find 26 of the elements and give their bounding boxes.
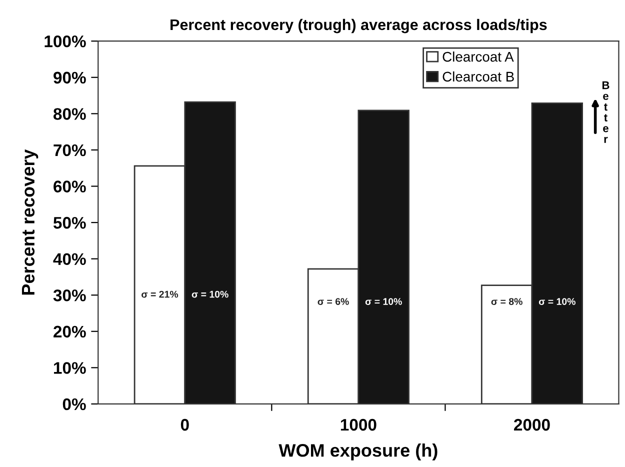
y-tick-label: 0% [62,398,86,410]
y-tick-label: 10% [54,362,86,374]
x-tick-label: 2000 [514,418,550,431]
y-tick-label: 60% [54,180,86,192]
y-tick-label: 100% [44,35,86,48]
y-tick-label: 20% [54,326,86,338]
y-tick-label: 30% [53,290,86,302]
annotation: σ = 6% [318,298,349,305]
y-tick-label: 40% [53,253,86,266]
chart-title: Percent recovery (trough) average across loads/tips [170,18,547,34]
y-axis-title: Percent recovery [22,149,38,295]
x-axis-title: WOM exposure (h) [278,444,438,460]
y-tick-label: 70% [54,144,86,156]
annotation: σ = 10% [365,298,402,305]
x-tick-label: 0 [180,418,189,431]
x-tick-label: 1000 [340,418,376,431]
y-tick-label: 50% [53,216,86,229]
annotation: σ = 10% [192,290,228,298]
y-tick-label: 90% [54,72,86,84]
annotation: Better [602,81,610,143]
y-tick-label: 80% [53,108,86,120]
annotation: σ = 21% [142,290,178,298]
annotation: σ = 8% [491,298,522,305]
annotation: σ = 10% [538,298,576,305]
legend-label: Clearcoat A [442,52,514,62]
legend-label: Clearcoat B [442,71,514,82]
